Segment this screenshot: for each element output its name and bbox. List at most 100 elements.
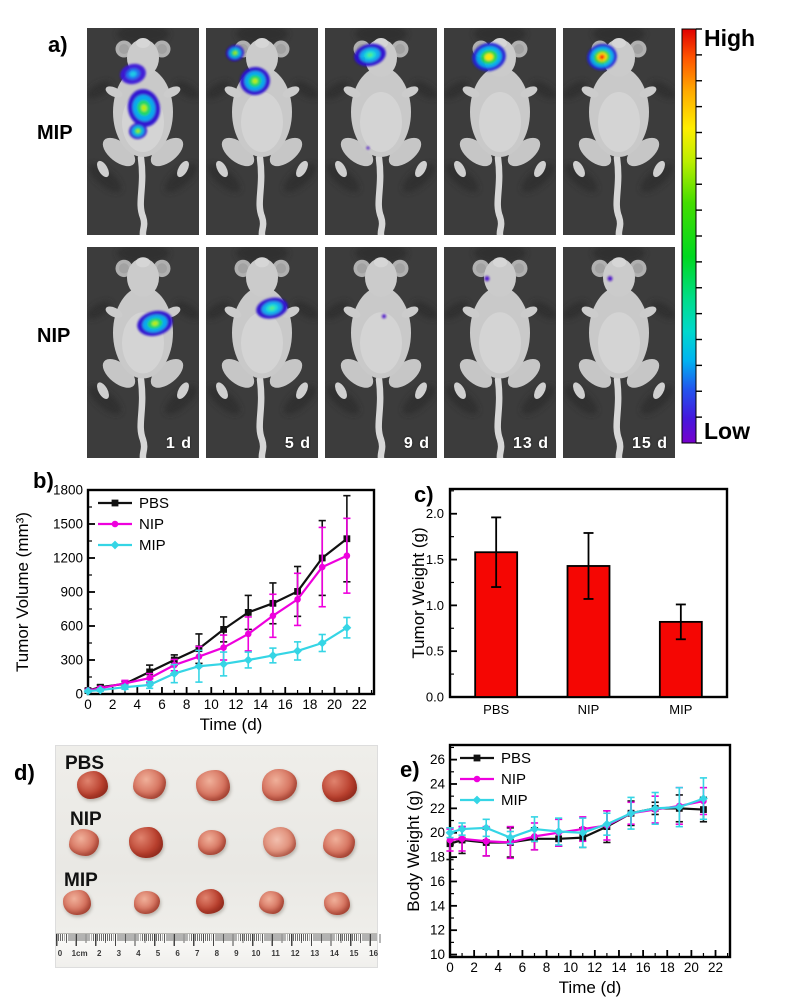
svg-text:18: 18 bbox=[660, 960, 675, 975]
svg-text:22: 22 bbox=[430, 801, 445, 816]
mouse-drawing bbox=[563, 28, 675, 235]
svg-text:PBS: PBS bbox=[501, 750, 531, 767]
svg-text:22: 22 bbox=[708, 960, 723, 975]
ruler-number: 2 bbox=[96, 949, 102, 958]
svg-text:20: 20 bbox=[430, 825, 445, 840]
mouse-image-mip-9d bbox=[325, 28, 437, 235]
tumor-nip-3 bbox=[198, 830, 226, 855]
svg-text:12: 12 bbox=[228, 697, 243, 712]
mouse-drawing bbox=[206, 247, 318, 458]
tumor-pbs-3 bbox=[196, 770, 230, 801]
svg-text:Time (d): Time (d) bbox=[559, 978, 622, 997]
svg-text:16: 16 bbox=[430, 874, 445, 889]
tumor-volume-chart: 0 2 4 6 8 10 12 14 16 18 20 22 0 300 600 900 1200 1500 180… bbox=[13, 483, 376, 734]
mouse-drawing bbox=[206, 28, 318, 235]
svg-text:8: 8 bbox=[543, 960, 551, 975]
svg-text:PBS: PBS bbox=[139, 495, 169, 512]
colorbar-high-label: High bbox=[704, 25, 756, 51]
svg-text:20: 20 bbox=[684, 960, 699, 975]
ruler-number: 11 bbox=[271, 949, 280, 958]
mouse-image-nip-1d: 1 d bbox=[87, 247, 199, 458]
tumor-nip-2 bbox=[129, 827, 163, 858]
mouse-drawing bbox=[325, 28, 437, 235]
mouse-drawing bbox=[563, 247, 675, 458]
tumor-pbs-4 bbox=[262, 769, 297, 801]
svg-text:2.0: 2.0 bbox=[426, 506, 444, 521]
ruler-number: 14 bbox=[329, 949, 339, 958]
svg-text:2: 2 bbox=[109, 697, 117, 712]
time-label: 15 d bbox=[631, 435, 668, 452]
panel-c-label: c) bbox=[414, 482, 434, 507]
time-label: 13 d bbox=[512, 435, 549, 452]
svg-text:6: 6 bbox=[519, 960, 527, 975]
svg-text:1.0: 1.0 bbox=[426, 598, 444, 613]
svg-text:Time (d): Time (d) bbox=[200, 715, 263, 734]
mouse-drawing bbox=[444, 28, 556, 235]
svg-text:0: 0 bbox=[84, 697, 92, 712]
panel-e-label: e) bbox=[400, 757, 420, 782]
svg-text:1200: 1200 bbox=[53, 551, 83, 566]
svg-text:22: 22 bbox=[352, 697, 367, 712]
tumor-mip-2 bbox=[134, 891, 160, 914]
ruler-number: 10 bbox=[251, 949, 261, 958]
ruler-number: 1cm bbox=[71, 949, 88, 958]
svg-text:14: 14 bbox=[253, 697, 269, 712]
panel-a-label: a) bbox=[48, 32, 68, 57]
mouse-image-nip-15d: 15 d bbox=[563, 247, 675, 458]
row-label-nip: NIP bbox=[37, 325, 71, 347]
mouse-image-mip-13d bbox=[444, 28, 556, 235]
svg-text:20: 20 bbox=[327, 697, 342, 712]
svg-text:0: 0 bbox=[446, 960, 454, 975]
mouse-drawing bbox=[444, 247, 556, 458]
mouse-image-nip-13d: 13 d bbox=[444, 247, 556, 458]
svg-text:Body Weight (g): Body Weight (g) bbox=[404, 790, 423, 912]
tumor-nip-1 bbox=[69, 829, 99, 856]
svg-text:1.5: 1.5 bbox=[426, 552, 444, 567]
time-label: 5 d bbox=[284, 435, 311, 452]
ruler-number: 5 bbox=[155, 949, 161, 958]
tumor-mip-3 bbox=[196, 889, 224, 914]
svg-text:4: 4 bbox=[495, 960, 503, 975]
svg-text:0.5: 0.5 bbox=[426, 644, 444, 659]
svg-text:10: 10 bbox=[430, 947, 445, 962]
svg-text:1800: 1800 bbox=[53, 483, 83, 498]
mouse-drawing bbox=[87, 247, 199, 458]
ruler-number: 12 bbox=[290, 949, 300, 958]
svg-text:NIP: NIP bbox=[139, 516, 164, 533]
tumor-row-label-nip: NIP bbox=[70, 809, 102, 830]
tumor-row-label-pbs: PBS bbox=[65, 753, 105, 774]
ruler-cm-ticks bbox=[56, 934, 377, 946]
svg-text:6: 6 bbox=[158, 697, 166, 712]
panel-b-label: b) bbox=[33, 468, 54, 493]
mouse-image-nip-9d: 9 d bbox=[325, 247, 437, 458]
mouse-drawing bbox=[87, 28, 199, 235]
svg-text:26: 26 bbox=[430, 752, 445, 767]
svg-text:0: 0 bbox=[75, 687, 83, 702]
svg-text:24: 24 bbox=[430, 776, 446, 791]
ruler-number: 7 bbox=[194, 949, 200, 958]
tumor-pbs-1 bbox=[77, 771, 108, 799]
svg-text:16: 16 bbox=[636, 960, 651, 975]
ruler-number: 8 bbox=[214, 949, 220, 958]
excised-tumors-photo: PBS NIP MIP 0 1cm 2 3 4 5 6 7 8 9 10 11 12 13 14 15 16 bbox=[55, 745, 387, 968]
ruler-number: 0 bbox=[57, 949, 63, 958]
tumor-nip-4 bbox=[263, 827, 296, 857]
row-label-mip: MIP bbox=[37, 122, 73, 144]
svg-text:14: 14 bbox=[611, 960, 627, 975]
mouse-image-nip-5d: 5 d bbox=[206, 247, 318, 458]
svg-text:12: 12 bbox=[430, 923, 445, 938]
tumor-mip-1 bbox=[63, 890, 91, 915]
body-weight-chart: 0 2 4 6 8 10 12 14 16 18 20 22101214161820222426Tim… bbox=[404, 743, 732, 997]
mouse-drawing bbox=[325, 247, 437, 458]
tumor-mip-4 bbox=[259, 891, 284, 914]
svg-text:18: 18 bbox=[302, 697, 317, 712]
svg-text:MIP: MIP bbox=[501, 792, 528, 809]
ruler-number: 6 bbox=[175, 949, 180, 958]
colorbar-low-label: Low bbox=[704, 418, 750, 444]
svg-text:PBS: PBS bbox=[483, 702, 509, 717]
ruler-number: 9 bbox=[234, 949, 239, 958]
time-label: 1 d bbox=[165, 435, 192, 452]
svg-text:600: 600 bbox=[60, 619, 83, 634]
ruler-number: 15 bbox=[349, 949, 359, 958]
